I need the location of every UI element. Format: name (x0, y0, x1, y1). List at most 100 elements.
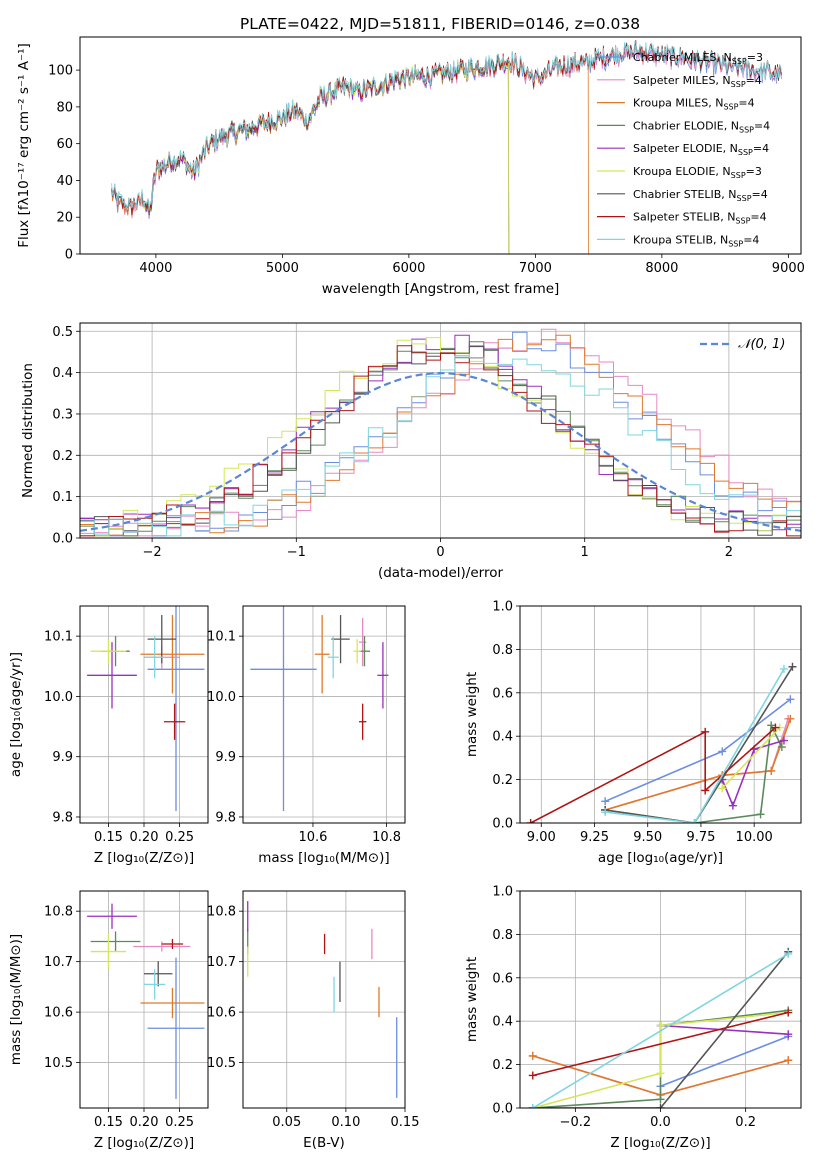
error-point (327, 636, 339, 679)
y-tick-label: 10.0 (207, 690, 236, 705)
error-point (144, 961, 173, 987)
grid (80, 606, 208, 823)
x-tick-label: 9.50 (633, 830, 662, 845)
y-tick-label: 1.0 (492, 600, 513, 615)
legend-entry: Kroupa ELODIE, NSSP=3 (633, 165, 762, 180)
histogram-step (80, 334, 801, 532)
y-axis-label: Normed distribution (20, 363, 36, 498)
error-point (161, 938, 184, 950)
plus-marker (528, 1071, 537, 1080)
x-axis-label: mass [log₁₀(M/M⊙)] (258, 850, 389, 866)
mass-weight-line (605, 722, 783, 823)
y-tick-label: 0.6 (492, 686, 513, 701)
y-tick-label: 9.9 (215, 750, 236, 765)
plus-marker (601, 797, 610, 806)
plus-marker (656, 1095, 665, 1104)
x-axis-label: E(B-V) (303, 1135, 345, 1151)
plot-area (526, 662, 797, 823)
panel-residual-histogram: −2 −1 0 1 2 0.0 0.1 0.2 0.3 0.4 0.5 (data-model)/er… (20, 322, 802, 581)
panel-mass-vs-EBV: 0.05 0.10 0.15 10.5 10.6 10.7 10.8 E(B-V) (207, 890, 419, 1151)
panel-mass-weight-vs-Z: −0.2 0.0 0.2 0.0 0.2 0.4 0.6 0.8 1.0 Z [log₁₀(Z/Z… (464, 885, 802, 1151)
error-point (147, 957, 205, 1099)
y-tick-label: 0.5 (52, 325, 73, 340)
error-point (87, 642, 137, 709)
error-point (90, 933, 127, 970)
plus-marker (718, 747, 727, 756)
y-tick-label: 0.4 (492, 1015, 513, 1030)
error-point (140, 615, 205, 694)
error-point (358, 703, 367, 740)
y-tick-label: 0.3 (52, 407, 73, 422)
plus-marker (777, 743, 786, 752)
x-axis-label: (data-model)/error (378, 565, 504, 581)
plot-area (87, 606, 205, 811)
axes-frame (79, 890, 209, 1109)
y-tick-label: 9.9 (52, 750, 73, 765)
y-tick-label: 10.1 (207, 630, 236, 645)
legend-entry: Salpeter STELIB, NSSP=4 (633, 211, 767, 226)
x-tick-label: 0 (436, 545, 444, 560)
x-tick-label: 8000 (645, 261, 678, 276)
histogram-step (80, 345, 801, 537)
mass-weight-line (660, 1035, 789, 1088)
y-tick-label: 0.4 (492, 730, 513, 745)
legend: Chabrier MILES, NSSP=3 Salpeter MILES, NS… (597, 51, 770, 248)
legend-entry: Chabrier STELIB, NSSP=4 (633, 188, 768, 203)
error-point (144, 969, 166, 1000)
plus-marker (784, 1030, 793, 1039)
x-tick-label: 6000 (392, 261, 425, 276)
spectrum-line (143, 57, 510, 254)
histogram-step (80, 331, 801, 537)
y-axis-label: mass weight (464, 672, 480, 757)
y-tick-label: 60 (56, 137, 73, 152)
gaussian-curve (80, 371, 801, 532)
x-tick-label: 10.8 (372, 830, 401, 845)
plus-marker (767, 766, 776, 775)
plus-marker (690, 819, 699, 823)
axes-frame (79, 36, 802, 255)
y-axis-label: age [log₁₀(age/yr)] (8, 652, 24, 777)
panel-age-vs-Z: 0.15 0.20 0.25 9.8 9.9 10.0 10.1 Z [log₁₀(Z/Z⊙)… (8, 605, 209, 866)
error-point (353, 639, 361, 664)
y-tick-label: 10.7 (44, 955, 73, 970)
y-tick-label: 80 (56, 100, 73, 115)
mass-weight-line (530, 726, 777, 823)
x-axis-label: Z [log₁₀(Z/Z⊙)] (94, 1135, 194, 1151)
x-tick-label: 0.0 (650, 1115, 671, 1130)
x-tick-label: 0.25 (165, 1115, 194, 1130)
plus-marker (779, 736, 788, 745)
error-point (90, 931, 141, 952)
y-tick-label: 10.6 (207, 1006, 236, 1021)
plot-area (250, 606, 389, 811)
y-axis-label: mass weight (464, 957, 480, 1042)
error-point (331, 615, 350, 664)
plus-marker (656, 1021, 665, 1030)
panel-age-vs-mass: 10.6 10.8 9.8 9.9 10.0 10.1 mass [log₁₀(M/M⊙)] (207, 605, 406, 866)
plus-marker (701, 727, 710, 736)
plus-marker (784, 949, 793, 958)
y-tick-label: 0.6 (492, 971, 513, 986)
error-point (147, 615, 176, 664)
plus-marker (656, 1104, 665, 1108)
plus-marker (528, 1104, 537, 1108)
error-point (163, 703, 186, 740)
x-tick-label: 0.25 (165, 830, 194, 845)
grid (243, 891, 406, 1108)
y-tick-label: 10.8 (44, 905, 73, 920)
x-tick-label: 0.20 (130, 830, 159, 845)
y-tick-label: 10.5 (207, 1056, 236, 1071)
mass-weight-line (721, 726, 781, 789)
y-tick-label: 0.0 (52, 532, 73, 547)
legend-entry: 𝒩(0, 1) (738, 337, 785, 352)
y-tick-label: 10.0 (44, 690, 73, 705)
plus-marker (526, 819, 535, 823)
legend-entry: Kroupa MILES, NSSP=4 (633, 97, 755, 112)
error-point (147, 606, 205, 811)
x-tick-label: 5000 (266, 261, 299, 276)
plus-marker (786, 695, 795, 704)
axes-frame (519, 605, 802, 824)
y-tick-label: 0.8 (492, 643, 513, 658)
x-tick-label: 0.2 (735, 1115, 756, 1130)
y-tick-label: 0 (65, 248, 73, 263)
mass-weight-line (605, 666, 794, 823)
